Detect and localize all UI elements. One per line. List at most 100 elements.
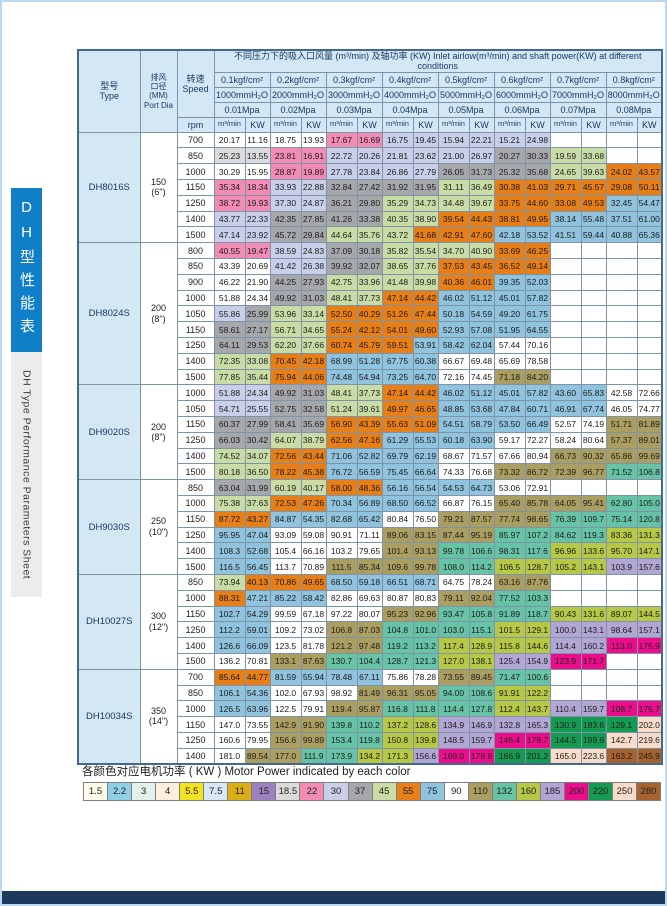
rpm-cell: 800: [176, 242, 215, 260]
airflow-cell: 45.72: [269, 226, 302, 244]
shaft-power-cell: 59.08: [300, 526, 327, 544]
airflow-cell: 127.0: [437, 652, 470, 670]
shaft-power-cell: 66.52: [412, 495, 439, 512]
airflow-cell: 19.59: [549, 147, 582, 165]
legend-swatch-3: 3: [132, 782, 157, 801]
shaft-power-cell: 175.7: [636, 700, 663, 718]
shaft-power-cell: 159.7: [580, 700, 607, 718]
airflow-cell: 66.87: [437, 495, 470, 512]
airflow-cell: 122.5: [269, 700, 302, 718]
airflow-cell: 160.6: [213, 731, 246, 749]
shaft-power-cell: 115.1: [468, 621, 495, 639]
airflow-cell: 51.88: [213, 384, 246, 402]
legend-swatch-220: 220: [588, 782, 614, 801]
shaft-power-cell: 165.3: [524, 716, 551, 733]
header-mmh2o-1: 2000mmH₂O: [269, 86, 327, 103]
rpm-cell: 1500: [176, 226, 215, 244]
model-name-cell: DH8024S: [77, 242, 141, 386]
airflow-cell: 87.72: [213, 510, 246, 528]
airflow-cell: 53.96: [269, 305, 302, 323]
shaft-power-cell: 35.44: [244, 368, 271, 386]
header-flow-5: m³/min: [493, 116, 526, 133]
airflow-cell: 38.65: [381, 258, 414, 275]
shaft-power-cell: 41.03: [524, 179, 551, 196]
airflow-cell: 75.86: [381, 668, 414, 686]
header-mmh2o-4: 5000mmH₂O: [437, 86, 495, 103]
shaft-power-cell: 27.79: [412, 163, 439, 181]
header-flow-6: m³/min: [549, 116, 582, 133]
shaft-power-cell: 24.34: [244, 289, 271, 307]
model-name-cell: DH10027S: [77, 574, 141, 670]
airflow-cell: [549, 684, 582, 702]
airflow-cell: 77.74: [493, 510, 526, 528]
airflow-cell: 47.14: [381, 384, 414, 402]
airflow-cell: 56.90: [325, 416, 358, 433]
airflow-cell: 81.59: [269, 668, 302, 686]
header-flow-7: m³/min: [605, 116, 638, 133]
shaft-power-cell: 73.55: [244, 716, 271, 733]
airflow-cell: 32.45: [605, 194, 638, 212]
motor-power-legend: 1.5 2.2 3 4 5.5 7.5 11 15 18.5 22 30 37 45 55 75 90 110 1…: [83, 782, 662, 801]
header-mpa-6: 0.07Mpa: [549, 101, 607, 118]
shaft-power-cell: 110.2: [356, 716, 383, 733]
shaft-power-cell: 42.12: [356, 321, 383, 339]
shaft-power-cell: 51.12: [468, 384, 495, 402]
airflow-cell: 46.02: [437, 384, 470, 402]
shaft-power-cell: 35.69: [300, 416, 327, 433]
airflow-cell: 33.93: [269, 179, 302, 196]
shaft-power-cell: [636, 574, 663, 591]
airflow-cell: 60.37: [213, 416, 246, 433]
header-kw-3: KW: [412, 116, 439, 133]
shaft-power-cell: 52.03: [524, 273, 551, 291]
shaft-power-cell: 65.83: [580, 384, 607, 402]
shaft-power-cell: 49.53: [580, 194, 607, 212]
shaft-power-cell: 199.6: [580, 731, 607, 749]
shaft-power-cell: 29.53: [244, 337, 271, 354]
airflow-cell: 35.34: [213, 179, 246, 196]
airflow-cell: 106.5: [493, 558, 526, 575]
airflow-cell: 23.81: [269, 147, 302, 165]
shaft-power-cell: 27.42: [356, 179, 383, 196]
airflow-cell: 51.26: [381, 305, 414, 323]
shaft-power-cell: 80.94: [524, 447, 551, 465]
airflow-cell: 37.30: [269, 194, 302, 212]
shaft-power-cell: 113.2: [412, 637, 439, 654]
airflow-cell: 58.42: [437, 337, 470, 354]
shaft-power-cell: 108.6: [468, 684, 495, 702]
rpm-cell: 1000: [176, 495, 215, 512]
airflow-cell: 74.52: [213, 447, 246, 465]
shaft-power-cell: 79.65: [356, 542, 383, 560]
header-kw-6: KW: [580, 116, 607, 133]
airflow-cell: 102.7: [213, 605, 246, 623]
airflow-cell: 130.7: [325, 652, 358, 670]
header-kw-2: KW: [356, 116, 383, 133]
legend-swatch-5.5: 5.5: [180, 782, 205, 801]
header-kw-7: KW: [636, 116, 663, 133]
airflow-cell: 72.53: [269, 495, 302, 512]
shaft-power-cell: 20.69: [244, 258, 271, 275]
shaft-power-cell: 66.64: [412, 463, 439, 481]
shaft-power-cell: 40.13: [244, 574, 271, 591]
airflow-cell: 85.22: [269, 589, 302, 607]
airflow-cell: 88.31: [213, 589, 246, 607]
shaft-power-cell: 37.73: [356, 384, 383, 402]
shaft-power-cell: 43.27: [244, 510, 271, 528]
shaft-power-cell: 55.48: [580, 210, 607, 228]
airflow-cell: 22.72: [325, 147, 358, 165]
airflow-cell: 46.05: [605, 400, 638, 418]
shaft-power-cell: 49.60: [412, 321, 439, 339]
shaft-power-cell: [636, 684, 663, 702]
header-mpa-4: 0.05Mpa: [437, 101, 495, 118]
shaft-power-cell: 34.65: [300, 321, 327, 339]
airflow-cell: 148.5: [437, 731, 470, 749]
airflow-cell: 130.9: [549, 716, 582, 733]
shaft-power-cell: 62.19: [412, 447, 439, 465]
airflow-cell: 72.56: [269, 447, 302, 465]
shaft-power-cell: 54.94: [356, 368, 383, 386]
header-kw-5: KW: [524, 116, 551, 133]
rpm-cell: 1000: [176, 289, 215, 307]
table-title: 不同压力下的吸入口风量 (m³/min) 及轴功率 (KW) Inlet air…: [213, 49, 663, 73]
airflow-cell: [605, 589, 638, 607]
airflow-cell: 51.88: [213, 289, 246, 307]
shaft-power-cell: 45.57: [580, 179, 607, 196]
